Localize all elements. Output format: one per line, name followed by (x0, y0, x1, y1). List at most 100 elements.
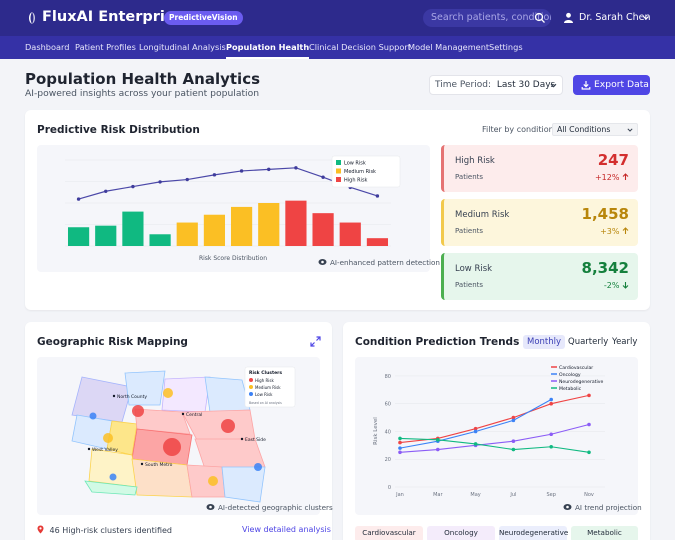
series-point[interactable] (511, 415, 516, 420)
nav-item-settings[interactable]: Settings (489, 42, 523, 52)
x-tick-label: Jan (395, 492, 404, 498)
risk-bar[interactable] (258, 203, 280, 246)
map-region[interactable] (84, 480, 138, 496)
trend-point[interactable] (321, 175, 325, 179)
trend-point[interactable] (212, 173, 217, 177)
tab-quarterly[interactable]: Quarterly (568, 337, 609, 347)
risk-cluster-high[interactable] (221, 419, 235, 433)
trend-point[interactable] (239, 169, 244, 173)
region-label: West Valley (92, 447, 118, 453)
risk-bar[interactable] (149, 234, 171, 246)
series-point[interactable] (549, 444, 553, 449)
search-icon[interactable] (534, 12, 546, 24)
view-detailed-analysis-link[interactable]: View detailed analysis (242, 525, 331, 534)
condition-filter-select[interactable]: All Conditions (552, 123, 638, 136)
cluster-count: 46 High-risk clusters identified (37, 525, 172, 535)
series-point[interactable] (398, 446, 402, 450)
series-point[interactable] (398, 436, 402, 441)
series-point[interactable] (398, 440, 402, 445)
series-point[interactable] (587, 450, 591, 455)
user-name[interactable]: Dr. Sarah Chen (579, 12, 651, 23)
risk-card-high-risk[interactable]: High Risk Patients 247 +12% (441, 145, 638, 192)
map-region[interactable] (186, 464, 226, 498)
risk-cluster-medium[interactable] (163, 388, 173, 398)
series-point[interactable] (473, 442, 478, 446)
series-point[interactable] (549, 397, 553, 402)
map-pin-icon (37, 525, 44, 534)
risk-bar[interactable] (366, 238, 389, 246)
trend-point[interactable] (185, 177, 189, 182)
chevron-down-icon (627, 128, 633, 132)
map-region[interactable] (88, 448, 138, 488)
trend-point[interactable] (76, 197, 81, 201)
export-data-button[interactable]: Export Data (573, 75, 650, 95)
search-input[interactable]: Search patients, conditions... (423, 9, 551, 27)
map-region[interactable] (221, 466, 266, 503)
nav-item-population-health[interactable]: Population Health (226, 36, 310, 59)
chip-oncology[interactable]: Oncology (427, 526, 495, 540)
risk-bar[interactable] (230, 206, 253, 246)
time-period-select[interactable]: Time Period: Last 30 Days (429, 75, 563, 95)
risk-card-change-text: -2% (603, 281, 622, 290)
brand-name[interactable]: FluxAI Enterprise (42, 9, 184, 25)
series-point[interactable] (511, 439, 516, 443)
map-region[interactable] (134, 408, 191, 435)
risk-bar[interactable] (95, 225, 117, 246)
risk-bar[interactable] (312, 213, 334, 246)
series-point[interactable] (587, 422, 591, 427)
tab-yearly[interactable]: Yearly (612, 337, 638, 347)
tab-monthly[interactable]: Monthly (523, 335, 566, 349)
x-tick-label: May (470, 492, 480, 498)
series-point[interactable] (549, 401, 553, 406)
trend-point[interactable] (267, 167, 271, 172)
top-bar: FluxAI Enterprise PredictiveVision Searc… (0, 0, 675, 36)
risk-bar[interactable] (339, 222, 361, 246)
y-axis-label: Risk Level (373, 417, 379, 445)
series-point[interactable] (511, 418, 516, 423)
risk-bar[interactable] (285, 200, 307, 246)
risk-cluster-low[interactable] (109, 473, 117, 481)
chip-cardiovascular[interactable]: Cardiovascular (355, 526, 423, 540)
series-point[interactable] (511, 447, 516, 452)
risk-cluster-medium[interactable] (103, 433, 113, 443)
y-tick-label: 0 (388, 485, 391, 491)
map-region[interactable] (194, 438, 266, 470)
series-point[interactable] (587, 393, 591, 398)
nav-item-clinical-decision-support[interactable]: Clinical Decision Support (309, 42, 411, 52)
series-point[interactable] (473, 426, 478, 431)
trend-point[interactable] (104, 189, 108, 193)
risk-card-sub: Patients (455, 227, 484, 235)
series-point[interactable] (473, 429, 478, 434)
risk-bar[interactable] (176, 222, 198, 246)
trend-point[interactable] (375, 194, 380, 198)
chip-metabolic[interactable]: Metabolic (571, 526, 638, 540)
trend-point[interactable] (131, 184, 135, 189)
trend-point[interactable] (294, 166, 298, 170)
expand-icon[interactable] (310, 336, 321, 347)
chip-neurodegenerative[interactable]: Neurodegenerative (499, 526, 568, 540)
risk-card-change-text: +12% (594, 173, 622, 182)
user-icon[interactable] (563, 12, 574, 23)
risk-cluster-high[interactable] (132, 405, 144, 417)
nav-item-longitudinal-analysis[interactable]: Longitudinal Analysis (139, 42, 226, 52)
risk-cluster-medium[interactable] (208, 476, 218, 486)
series-point[interactable] (398, 450, 402, 455)
risk-cluster-low[interactable] (254, 463, 262, 471)
map-region[interactable] (124, 370, 166, 406)
chevron-down-icon[interactable] (642, 14, 650, 22)
series-point[interactable] (549, 432, 553, 437)
series-point[interactable] (436, 438, 440, 442)
risk-cluster-low[interactable] (89, 412, 97, 420)
risk-card-low-risk[interactable]: Low Risk Patients 8,342 -2% (441, 253, 638, 300)
risk-bar[interactable] (203, 214, 226, 246)
trend-point[interactable] (158, 180, 162, 184)
nav-item-dashboard[interactable]: Dashboard (25, 42, 70, 52)
nav-item-patient-profiles[interactable]: Patient Profiles (75, 42, 136, 52)
map-legend-label: Low Risk (255, 392, 273, 397)
risk-cluster-high[interactable] (163, 438, 181, 456)
risk-bar[interactable] (67, 227, 90, 246)
risk-bar[interactable] (122, 211, 144, 246)
series-point[interactable] (436, 447, 440, 452)
risk-card-medium-risk[interactable]: Medium Risk Patients 1,458 +3% (441, 199, 638, 246)
nav-item-model-management[interactable]: Model Management (408, 42, 490, 52)
